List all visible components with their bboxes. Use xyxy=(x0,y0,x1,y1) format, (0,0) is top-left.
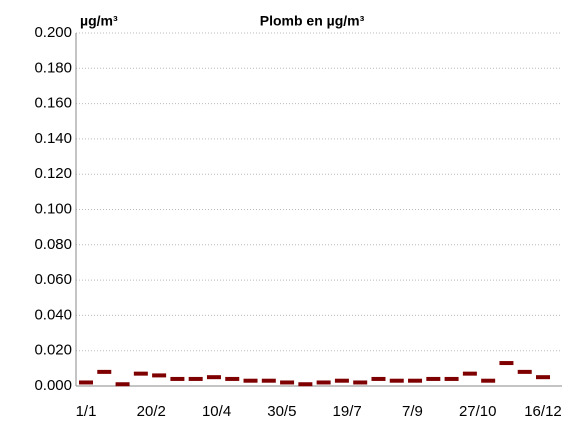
chart-title: Plomb en µg/m³ xyxy=(260,13,365,29)
marker xyxy=(243,378,258,383)
marker xyxy=(170,376,185,381)
marker xyxy=(225,376,240,381)
marker xyxy=(408,378,423,383)
x-tick-label: 30/5 xyxy=(267,403,296,420)
marker xyxy=(353,380,368,385)
marker xyxy=(97,369,112,374)
y-tick-label: 0.100 xyxy=(34,200,72,217)
x-tick-label: 10/4 xyxy=(202,403,231,420)
y-tick-label: 0.020 xyxy=(34,342,72,359)
marker xyxy=(426,376,441,381)
y-tick-label: 0.060 xyxy=(34,271,72,288)
y-tick-label: 0.140 xyxy=(34,130,72,147)
marker xyxy=(371,376,386,381)
y-axis-unit: µg/m³ xyxy=(80,13,118,29)
marker xyxy=(499,361,514,366)
marker xyxy=(280,380,295,385)
marker xyxy=(206,375,221,380)
marker xyxy=(444,376,459,381)
marker xyxy=(79,380,93,385)
marker xyxy=(133,371,148,376)
marker xyxy=(389,378,404,383)
marker xyxy=(261,378,276,383)
marker xyxy=(536,375,550,380)
x-tick-label: 27/10 xyxy=(459,403,497,420)
marker xyxy=(188,376,203,381)
x-tick-label: 20/2 xyxy=(137,403,166,420)
x-tick-label: 7/9 xyxy=(402,403,423,420)
y-tick-label: 0.160 xyxy=(34,95,72,112)
y-tick-label: 0.040 xyxy=(34,306,72,323)
y-tick-label: 0.180 xyxy=(34,59,72,76)
marker xyxy=(115,382,130,387)
marker xyxy=(481,378,496,383)
x-tick-label: 19/7 xyxy=(333,403,362,420)
marker xyxy=(334,378,349,383)
y-tick-label: 0.200 xyxy=(34,24,72,41)
marker xyxy=(152,373,167,378)
marker xyxy=(462,371,477,376)
marker xyxy=(316,380,331,385)
x-tick-label: 16/12 xyxy=(524,403,562,420)
marker xyxy=(517,369,532,374)
y-tick-label: 0.000 xyxy=(34,377,72,394)
y-tick-label: 0.120 xyxy=(34,165,72,182)
y-tick-label: 0.080 xyxy=(34,236,72,253)
x-tick-label: 1/1 xyxy=(76,403,97,420)
marker xyxy=(298,382,313,387)
